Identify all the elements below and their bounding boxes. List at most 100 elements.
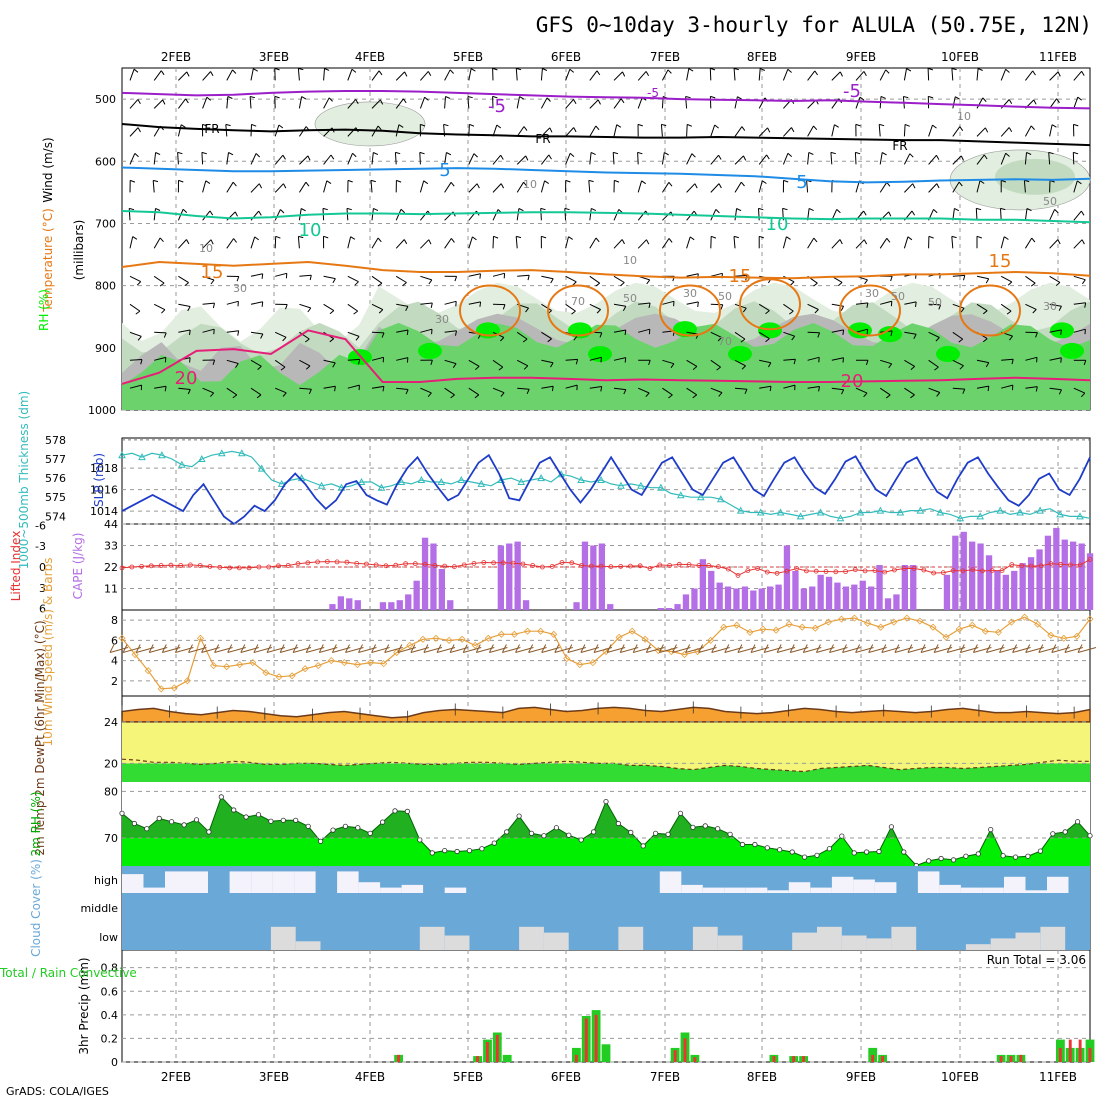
rh2m-point (789, 849, 795, 855)
lifted-index-point (540, 564, 545, 570)
rh2m-point (181, 822, 187, 828)
wind-barb-flag (232, 181, 237, 187)
rh2m-point (640, 843, 646, 849)
date-label-top: 11FEB (1039, 50, 1077, 64)
rh2m-mask (122, 782, 1090, 866)
wind-barb-10m-flag (449, 644, 455, 653)
wind-barb (613, 124, 618, 137)
wind-barb (660, 124, 663, 137)
rh2m-point (1000, 853, 1006, 859)
wind-barb (783, 303, 794, 312)
wind-barb (1073, 302, 1086, 305)
precip-convective-bar (1088, 1047, 1092, 1062)
lifted-index-point (647, 566, 653, 571)
wind-speed-point (510, 630, 518, 638)
cape-bar (590, 545, 597, 610)
cape-bar (1036, 549, 1043, 610)
lifted-index-point (716, 564, 721, 570)
wind-barb-10m-flag (658, 644, 664, 653)
wind-barb (129, 69, 135, 81)
wind-barb-flag (808, 151, 814, 155)
wind-barb (565, 69, 571, 81)
wind-barb (613, 98, 622, 109)
wind-barb-flag (841, 389, 845, 395)
rh2m-point (1050, 831, 1056, 837)
wind-barb-flag (1077, 180, 1082, 185)
wind-barb-flag (332, 362, 336, 368)
wind-barb (734, 126, 743, 137)
wind-barb-flag (1077, 96, 1083, 101)
wind-barb-flag (377, 282, 383, 287)
wind-barb-flag (500, 392, 505, 397)
cape-bar (834, 582, 841, 610)
thickness-point (976, 512, 985, 520)
thickness-tick-label: 575 (45, 491, 66, 504)
wind-barb-flag (452, 363, 457, 368)
wind-barb (420, 328, 433, 333)
lifted-index-point (1038, 563, 1044, 569)
wind-barb (758, 127, 768, 137)
wind-barb-flag (475, 365, 480, 370)
rh-patch-bright (728, 346, 752, 363)
wind-speed-point (262, 669, 270, 677)
cloud-layer-label: low (99, 931, 118, 944)
isotherm-5 (121, 260, 1091, 280)
thickness-point (796, 512, 805, 520)
cloud-bar-high (853, 879, 875, 893)
wind-barb (1025, 386, 1038, 389)
wind-barb-flag (1073, 151, 1079, 155)
wind-barb (201, 152, 204, 165)
wind-barb-10m-flag (855, 644, 861, 653)
cape-bar (910, 565, 917, 610)
wind-barb-flag (334, 386, 336, 392)
wind-speed-point (1007, 618, 1016, 626)
wind-speed-point (746, 628, 754, 636)
wind-barb (1000, 208, 1002, 221)
wind-barb (153, 152, 157, 165)
lifted-index-point (403, 561, 409, 567)
wind-barb-flag (549, 127, 553, 133)
wind-barb (516, 155, 527, 165)
cloud-bar-high (702, 887, 725, 893)
lifted-index-point (931, 570, 936, 576)
lifted-index-point (1019, 563, 1024, 569)
wind-barb (758, 331, 770, 340)
wind-barb (153, 275, 165, 284)
wind-barb-flag (1060, 329, 1062, 335)
rh2m-point (516, 813, 522, 819)
wind-barb (1049, 303, 1062, 307)
wind-speed-point (223, 663, 231, 671)
wind-barb-flag (1073, 123, 1079, 127)
date-label-top: 8FEB (747, 50, 777, 64)
wind-barb (516, 208, 520, 221)
wind-barb-10m-flag (881, 644, 887, 653)
rh2m-point (491, 840, 497, 846)
rh-2m-panel (119, 782, 1093, 869)
cape-bar (800, 588, 807, 610)
wind-barb-10m-flag (1051, 644, 1057, 653)
wind-barb (734, 181, 742, 193)
wind-barb (589, 275, 600, 284)
precip-tick-label: 0.2 (101, 1032, 119, 1045)
wind-barb-flag (782, 207, 788, 211)
wind-barb (879, 387, 891, 396)
wind-barb-flag (212, 302, 215, 309)
wind-barb (952, 96, 956, 109)
rh2m-point (727, 831, 733, 837)
wind-barb (733, 236, 736, 249)
wind-barb (395, 275, 407, 283)
wind-barb-10m-flag (724, 644, 730, 653)
wind-barb (710, 272, 723, 277)
cloud-bar-low (295, 941, 321, 950)
wind-barb (904, 387, 915, 396)
wind-barb-flag (934, 366, 939, 371)
temp-tick-label: 20 (104, 757, 118, 770)
thickness-point (956, 514, 965, 522)
cloud-bar-high (745, 887, 768, 893)
wind-barb (1000, 275, 1013, 283)
wind-barb (250, 273, 263, 277)
wind-barb-flag (1006, 310, 1012, 315)
rh2m-point (553, 825, 560, 831)
cape-bar (329, 604, 336, 610)
wind-speed-point (798, 623, 806, 631)
